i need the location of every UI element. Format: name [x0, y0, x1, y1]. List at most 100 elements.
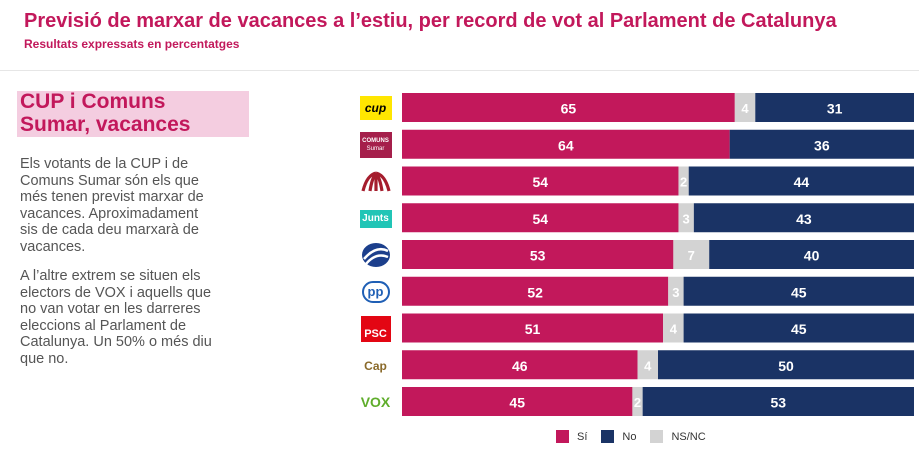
label-nsnc-psc: 4 [670, 322, 678, 337]
bar-si-vox [402, 387, 633, 416]
psc-logo: PSC [359, 315, 392, 342]
alianca-catalana-icon [361, 242, 390, 267]
label-nsnc-cap: 4 [644, 358, 652, 373]
sidebar-paragraph-1: Els votants de la CUP i de Comuns Sumar … [20, 156, 255, 255]
bar-si-junts [402, 203, 679, 233]
label-no-vox: 53 [771, 395, 787, 411]
erc-logo [359, 169, 392, 194]
alianca-catalana-logo [359, 242, 392, 267]
bar-si-cup [402, 93, 735, 122]
bar-nsnc-vox [632, 387, 643, 416]
label-si-cup: 65 [561, 101, 577, 117]
paragraph-line: Comuns Sumar són els que [20, 172, 199, 189]
bar-no-vox [642, 387, 914, 416]
paragraph-line: més tenen previst marxar de [20, 189, 204, 205]
headline-line-2: Sumar, vacances [20, 113, 191, 136]
label-nsnc-alianca-catalana: 7 [688, 248, 695, 263]
junts-logo: Junts [359, 206, 392, 231]
bar-si-comuns-sumar [402, 129, 730, 159]
bar-no-junts [693, 203, 914, 233]
paragraph-line: electors de VOX i aquells que [20, 284, 212, 301]
label-no-psc: 45 [791, 321, 807, 337]
bar-nsnc-pp [668, 276, 684, 306]
bar-no-pp [683, 276, 914, 306]
label-nsnc-erc: 2 [680, 175, 687, 190]
label-no-cap: 50 [778, 358, 794, 374]
bar-si-cap [402, 350, 638, 380]
bar-nsnc-cap [637, 350, 658, 380]
paragraph-line: no van votar en les darreres [20, 301, 201, 317]
cup-logo: cup [359, 95, 392, 120]
bar-si-alianca-catalana [402, 240, 674, 269]
sidebar-headline: CUP i Comuns Sumar, vacances [20, 90, 190, 136]
label-nsnc-vox: 2 [634, 395, 641, 410]
junts-logo-text: Junts [362, 213, 389, 224]
label-si-pp: 52 [527, 284, 543, 300]
comuns-sumar-logo: COMUNS Sumar [359, 131, 392, 158]
vox-logo-text: VOX [360, 393, 391, 410]
sidebar-paragraph-2: A l’altre extrem se situen els electors … [20, 268, 255, 367]
bar-no-cup [755, 93, 914, 122]
bar-nsnc-cup [734, 93, 756, 122]
label-no-erc: 44 [794, 174, 810, 190]
label-si-junts: 54 [532, 211, 548, 227]
bar-no-psc [683, 313, 914, 343]
label-si-comuns-sumar: 64 [558, 137, 574, 153]
headline-line-1: CUP i Comuns [20, 90, 166, 113]
pp-logo-text: pp [367, 284, 384, 299]
legend-label-no: No [622, 430, 637, 443]
bar-si-pp [402, 276, 669, 306]
paragraph-line: Els votants de la CUP i de [20, 156, 189, 172]
vox-logo: VOX [359, 389, 392, 414]
label-nsnc-pp: 3 [672, 285, 679, 300]
label-si-cap: 46 [512, 358, 528, 374]
label-no-pp: 45 [791, 284, 807, 300]
label-no-alianca-catalana: 40 [804, 248, 820, 264]
paragraph-line: que no. [20, 350, 69, 367]
legend: Sí No NS/NC [556, 430, 720, 443]
label-no-junts: 43 [796, 211, 812, 227]
label-si-psc: 51 [525, 321, 541, 337]
legend-swatch-nsnc [650, 430, 664, 443]
legend-item-nsnc: NS/NC [650, 430, 706, 443]
legend-swatch-si [556, 430, 569, 443]
label-no-comuns-sumar: 36 [814, 137, 830, 153]
legend-label-nsnc: NS/NC [671, 430, 706, 443]
bar-no-cap [658, 350, 914, 380]
label-si-alianca-catalana: 53 [530, 248, 546, 264]
bar-no-alianca-catalana [709, 240, 914, 269]
chart-subtitle: Resultats expressats en percentatges [24, 37, 240, 51]
pp-logo: pp [359, 279, 392, 304]
paragraph-line: Catalunya. Un 50% o més diu [20, 334, 212, 350]
paragraph-line: A l’altre extrem se situen els [20, 268, 201, 284]
legend-label-si: Sí [577, 430, 588, 443]
cap-logo: Cap [359, 353, 392, 378]
legend-item-si: Sí [556, 430, 587, 443]
chart-title: Previsió de marxar de vacances a l’estiu… [24, 10, 837, 32]
bar-nsnc-junts [678, 203, 694, 233]
label-nsnc-junts: 3 [683, 211, 690, 226]
headline-highlight [17, 91, 249, 137]
bar-nsnc-erc [678, 166, 689, 196]
bar-si-erc [402, 166, 679, 196]
paragraph-line: eleccions al Parlament de [20, 317, 187, 334]
comuns-logo-text-2: Sumar [366, 145, 385, 152]
header-divider [0, 70, 919, 71]
bar-nsnc-alianca-catalana [673, 240, 710, 269]
label-si-vox: 45 [509, 395, 525, 411]
paragraph-line: vacances. [20, 238, 86, 255]
bar-no-erc [688, 166, 914, 196]
paragraph-line: vacances. Aproximadament [20, 205, 199, 222]
label-nsnc-cup: 4 [741, 101, 749, 116]
cap-logo-text: Cap [364, 358, 387, 373]
legend-item-no: No [601, 430, 636, 443]
comuns-logo-text-1: COMUNS [362, 137, 389, 144]
bar-si-psc [402, 313, 664, 343]
legend-swatch-no [601, 430, 615, 443]
label-si-erc: 54 [532, 174, 548, 190]
psc-logo-text: PSC [364, 327, 387, 340]
erc-stripes-icon [360, 170, 391, 191]
cup-logo-text: cup [364, 100, 387, 115]
paragraph-line: sis de cada deu marxarà de [20, 222, 199, 238]
